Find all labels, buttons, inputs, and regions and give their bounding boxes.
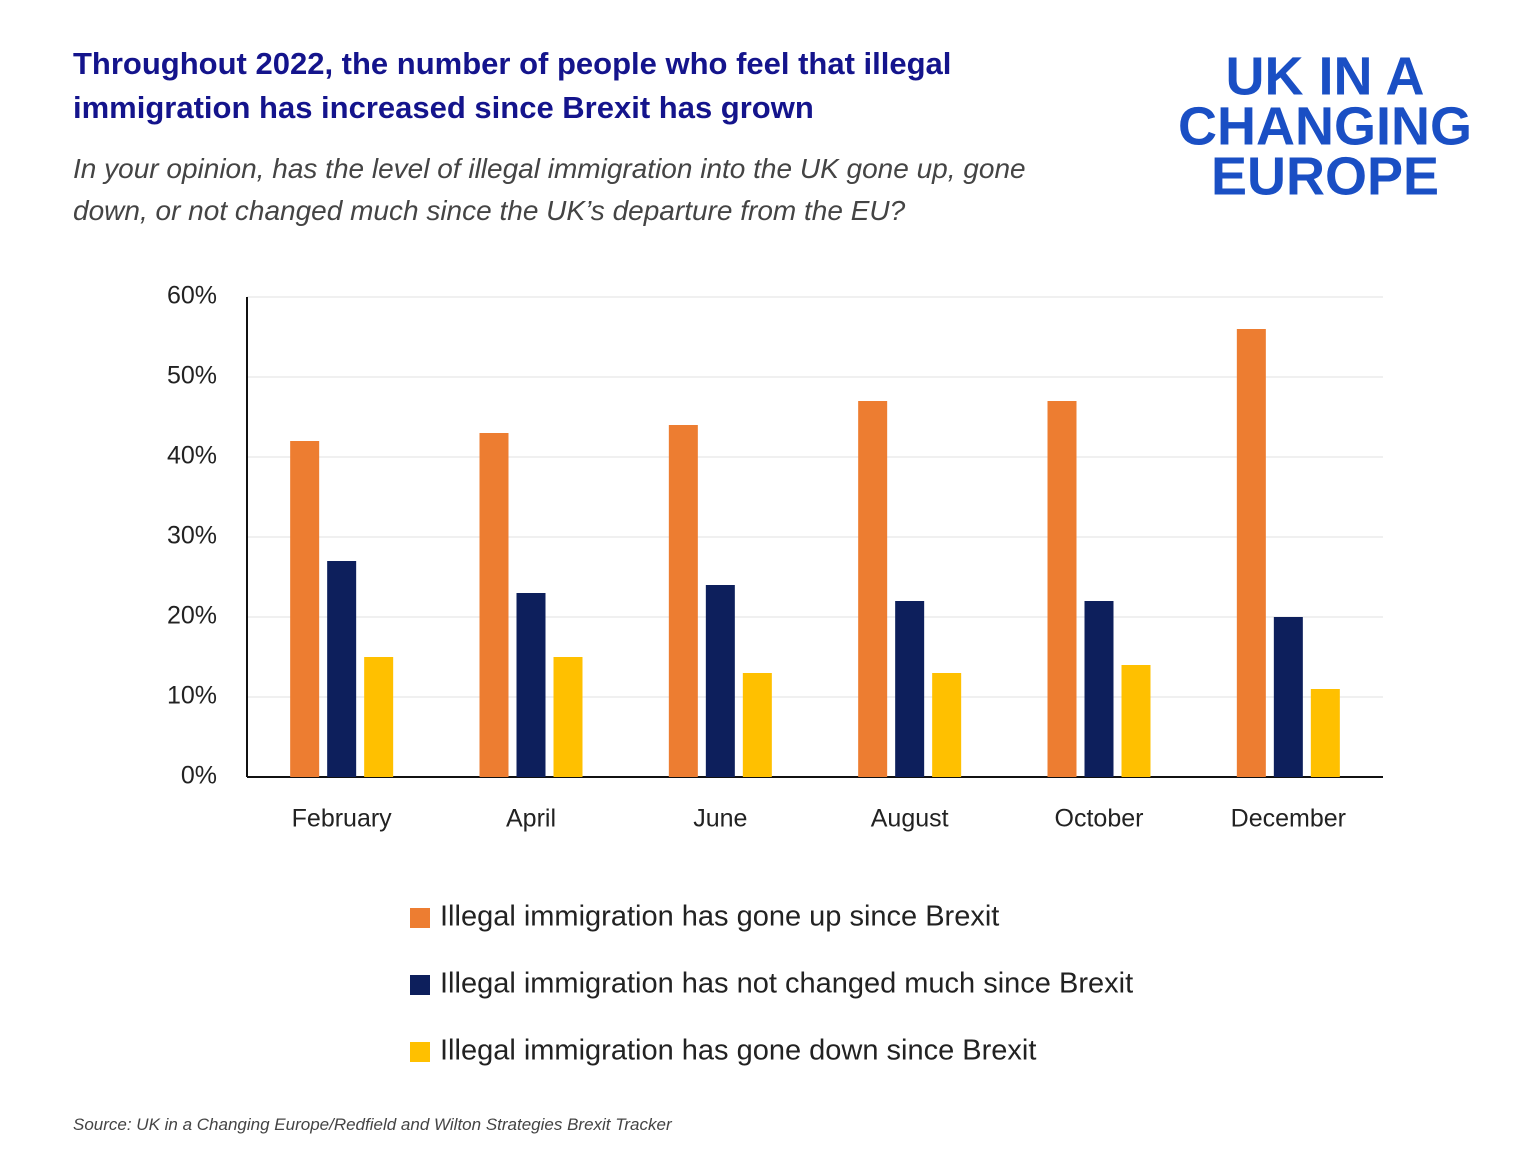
legend-swatch [410, 1042, 430, 1062]
x-tick-label: June [693, 805, 747, 833]
legend-swatch [410, 975, 430, 995]
chart-title: Throughout 2022, the number of people wh… [73, 46, 952, 125]
bar [364, 657, 394, 777]
bar [553, 657, 583, 777]
bar [705, 585, 735, 777]
bar [290, 441, 320, 777]
bar [1273, 617, 1303, 777]
y-tick-label: 40% [167, 442, 217, 470]
x-tick-label: December [1231, 805, 1346, 833]
logo-text: CHANGING [1178, 96, 1472, 156]
logo-text: UK IN A [1226, 46, 1425, 106]
legend-label: Illegal immigration has gone up since Br… [440, 901, 999, 933]
bar [516, 593, 546, 777]
bar [932, 673, 962, 777]
bar [1310, 689, 1340, 777]
bar [858, 401, 888, 777]
logo-text: EUROPE [1211, 146, 1439, 206]
bar [742, 673, 772, 777]
legend-label: Illegal immigration has not changed much… [440, 968, 1133, 1000]
y-tick-label: 20% [167, 602, 217, 630]
bar [668, 425, 698, 777]
bar [1084, 601, 1114, 777]
bar [1047, 401, 1077, 777]
y-tick-label: 10% [167, 682, 217, 710]
bar [479, 433, 509, 777]
x-tick-label: April [506, 805, 556, 833]
x-tick-label: February [292, 805, 393, 833]
x-tick-label: October [1055, 805, 1144, 833]
chart-subtitle: In your opinion, has the level of illega… [73, 153, 1026, 226]
y-tick-label: 50% [167, 362, 217, 390]
legend-swatch [410, 908, 430, 928]
source-note: Source: UK in a Changing Europe/Redfield… [73, 1115, 672, 1134]
bar [895, 601, 925, 777]
bar [1121, 665, 1151, 777]
bar [327, 561, 357, 777]
y-tick-label: 30% [167, 522, 217, 550]
x-tick-label: August [871, 805, 949, 833]
y-tick-label: 0% [181, 762, 217, 790]
bar [1236, 329, 1266, 777]
y-tick-label: 60% [167, 282, 217, 310]
legend-label: Illegal immigration has gone down since … [440, 1035, 1036, 1067]
